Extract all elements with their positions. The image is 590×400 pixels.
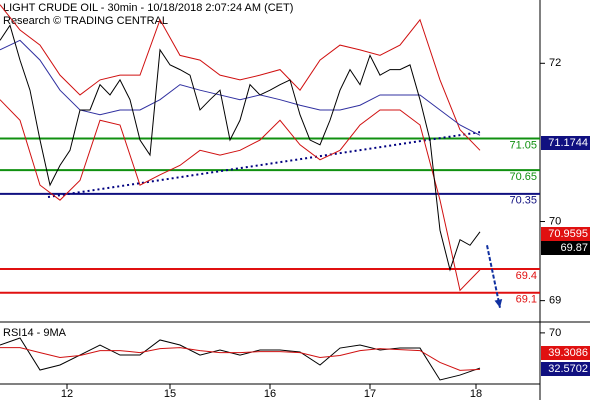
price-tag-label: 71.1744 bbox=[548, 137, 588, 149]
price-tag-label: 69.87 bbox=[560, 242, 588, 254]
y-tick-label: 70 bbox=[549, 327, 561, 339]
price-tag bbox=[541, 346, 590, 360]
level-label: 70.35 bbox=[509, 195, 537, 207]
x-tick-label: 17 bbox=[364, 388, 376, 400]
price-tag bbox=[541, 227, 590, 241]
x-tick-label: 18 bbox=[470, 388, 482, 400]
arrow-head bbox=[494, 299, 503, 308]
y-tick-label: 72 bbox=[549, 57, 561, 69]
price-tag bbox=[541, 241, 590, 255]
x-tick-label: 16 bbox=[264, 388, 276, 400]
rsi-title: RSI14 - 9MA bbox=[3, 327, 67, 339]
series-line bbox=[0, 347, 481, 371]
level-label: 69.4 bbox=[516, 270, 537, 282]
price-tag bbox=[541, 136, 590, 150]
level-label: 69.1 bbox=[516, 294, 537, 306]
level-label: 71.05 bbox=[509, 139, 537, 151]
series-line bbox=[0, 4, 481, 151]
x-tick-label: 15 bbox=[164, 388, 176, 400]
x-tick-label: 12 bbox=[61, 388, 73, 400]
series-line bbox=[0, 24, 481, 272]
series-line bbox=[0, 99, 481, 292]
price-tag-label: 70.9595 bbox=[548, 228, 588, 240]
price-tag bbox=[541, 362, 590, 376]
chart-subtitle: Research © TRADING CENTRAL bbox=[3, 15, 168, 27]
level-label: 70.65 bbox=[509, 171, 537, 183]
y-tick-label: 70 bbox=[549, 215, 561, 227]
price-tag-label: 32.5702 bbox=[548, 363, 588, 375]
y-tick-label: 69 bbox=[549, 295, 561, 307]
chart-title: LIGHT CRUDE OIL - 30min - 10/18/2018 2:0… bbox=[3, 2, 293, 14]
arrow bbox=[486, 245, 501, 308]
price-tag-label: 39.3086 bbox=[548, 347, 588, 359]
